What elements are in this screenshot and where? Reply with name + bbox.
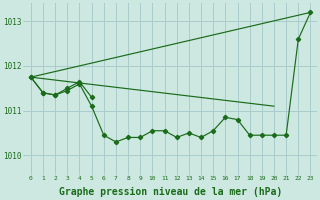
X-axis label: Graphe pression niveau de la mer (hPa): Graphe pression niveau de la mer (hPa) (59, 186, 282, 197)
